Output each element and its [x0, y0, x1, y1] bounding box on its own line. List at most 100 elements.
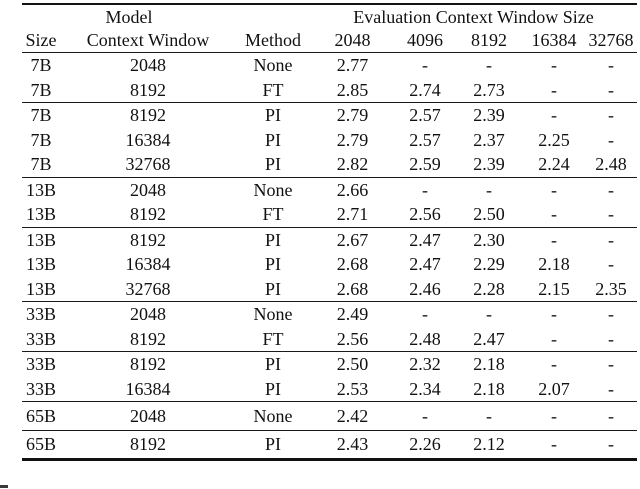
table-cell: 7B: [30, 105, 52, 126]
table-row: 7B 8192 FT 2.85 2.74 2.73 - -: [22, 78, 637, 103]
table-cell: -: [608, 105, 615, 126]
table-cell: 8192: [130, 105, 166, 126]
table-cell: 8192: [130, 354, 166, 375]
table-cell: -: [608, 405, 615, 426]
table-cell: -: [486, 55, 492, 76]
table-cell: -: [608, 229, 615, 250]
table-cell: 2048: [130, 179, 166, 200]
table-cell: -: [551, 434, 557, 455]
table-cell: None: [253, 55, 293, 76]
row-group-7: 65B 8192 PI 2.43 2.26 2.12 - -: [22, 430, 638, 460]
table-cell: 2.15: [538, 278, 570, 299]
table-cell: PI: [264, 105, 281, 126]
table-row: 13B 16384 PI 2.68 2.47 2.29 2.18 -: [22, 252, 637, 277]
table-cell: -: [551, 79, 557, 100]
row-group-5: 33B 8192 PI 2.50 2.32 2.18 - - 33B 16384 PI 2.53 2.3…: [22, 351, 638, 402]
table-cell: 2.34: [409, 378, 441, 399]
table-cell: -: [422, 304, 428, 325]
table-cell: 8192: [130, 204, 166, 225]
table-cell: 2.18: [473, 378, 505, 399]
column-header-2048: 2048: [334, 30, 371, 50]
table-row: 7B 8192 PI 2.79 2.57 2.39 - -: [22, 103, 637, 128]
table-cell: 2.37: [473, 129, 505, 150]
table-cell: 2.66: [336, 179, 369, 200]
column-header-32768: 32768: [588, 30, 634, 50]
table-cell: 2.43: [336, 434, 369, 455]
table-cell: FT: [262, 328, 284, 349]
table-cell: 2.57: [409, 129, 441, 150]
table-row: 33B 16384 PI 2.53 2.34 2.18 2.07 -: [22, 377, 637, 402]
table-cell: 2.59: [409, 154, 441, 175]
table-row: 65B 2048 None 2.42 - - - -: [22, 402, 637, 431]
table-cell: 2.42: [336, 405, 369, 426]
table-cell: 2.39: [473, 154, 505, 175]
table-cell: 8192: [130, 328, 166, 349]
table-cell: -: [551, 328, 557, 349]
table-cell: PI: [264, 129, 281, 150]
table-cell: -: [551, 229, 557, 250]
table-cell: 2.49: [336, 304, 369, 325]
table-cell: 2.25: [538, 129, 570, 150]
table-cell: 2.68: [336, 278, 369, 299]
table-cell: 2.26: [409, 434, 441, 455]
table-row: 13B 8192 FT 2.71 2.56 2.50 - -: [22, 202, 637, 227]
column-header-8192: 8192: [471, 30, 507, 50]
table-cell: 2.48: [409, 328, 441, 349]
table-cell: 2.71: [336, 204, 369, 225]
table-cell: -: [486, 405, 492, 426]
table-row: 33B 8192 FT 2.56 2.48 2.47 - -: [22, 327, 637, 352]
table-cell: -: [551, 204, 557, 225]
table-cell: 2.46: [409, 278, 441, 299]
table-cell: 2.56: [409, 204, 441, 225]
table-cell: 7B: [30, 55, 52, 76]
table-cell: -: [486, 179, 492, 200]
table-cell: 2.30: [473, 229, 505, 250]
table-row: 65B 8192 PI 2.43 2.26 2.12 - -: [22, 430, 637, 460]
table-cell: -: [608, 129, 615, 150]
table-cell: PI: [264, 378, 281, 399]
table-cell: FT: [262, 204, 284, 225]
table-row: 13B 2048 None 2.66 - - - -: [22, 177, 637, 202]
row-group-3: 13B 8192 PI 2.67 2.47 2.30 - - 13B 16384 PI 2.68 2.4…: [22, 227, 638, 302]
table-cell: 2.53: [336, 378, 369, 399]
table-cell: 65B: [25, 434, 56, 455]
table-cell: -: [608, 204, 615, 225]
table-cell: 33B: [25, 378, 56, 399]
table-cell: -: [608, 254, 615, 275]
method-header-spacer: [236, 4, 310, 28]
table-cell: 32768: [125, 154, 171, 175]
table-cell: -: [486, 304, 492, 325]
table-row: 33B 8192 PI 2.50 2.32 2.18 - -: [22, 352, 637, 377]
model-group-header: Model: [105, 6, 153, 27]
table-cell: 33B: [25, 328, 56, 349]
row-group-0: 7B 2048 None 2.77 - - - - 7B 8192 FT 2.85 2.74 2.73 - -: [22, 52, 638, 103]
table-cell: 2.18: [473, 354, 505, 375]
table-cell: 2.74: [409, 79, 441, 100]
table-cell: -: [608, 328, 615, 349]
table-cell: 2.47: [473, 328, 505, 349]
table-cell: -: [551, 304, 557, 325]
table-cell: 13B: [25, 278, 56, 299]
table-cell: 2.77: [336, 55, 369, 76]
table-cell: PI: [264, 278, 281, 299]
table-row: 7B 32768 PI 2.82 2.59 2.39 2.24 2.48: [22, 152, 637, 177]
column-header-row: Size Context Window Method 2048 4096 8192 1638…: [22, 28, 637, 53]
table-row: 7B 2048 None 2.77 - - - -: [22, 53, 637, 78]
table-cell: 65B: [25, 405, 56, 426]
table-cell: -: [422, 179, 428, 200]
table-cell: 2.68: [336, 254, 369, 275]
table-cell: 13B: [25, 179, 56, 200]
table-cell: 7B: [30, 79, 52, 100]
column-header-context-window: Context Window: [86, 30, 210, 50]
table-cell: 2.48: [595, 154, 627, 175]
table-cell: 2.50: [473, 204, 505, 225]
table-cell: -: [551, 405, 557, 426]
table-cell: 7B: [30, 154, 52, 175]
table-cell: -: [608, 434, 615, 455]
table-cell: -: [608, 304, 615, 325]
table-cell: PI: [264, 354, 281, 375]
table-cell: 2.79: [336, 129, 369, 150]
table-cell: 2.24: [538, 154, 570, 175]
table-cell: -: [608, 179, 615, 200]
